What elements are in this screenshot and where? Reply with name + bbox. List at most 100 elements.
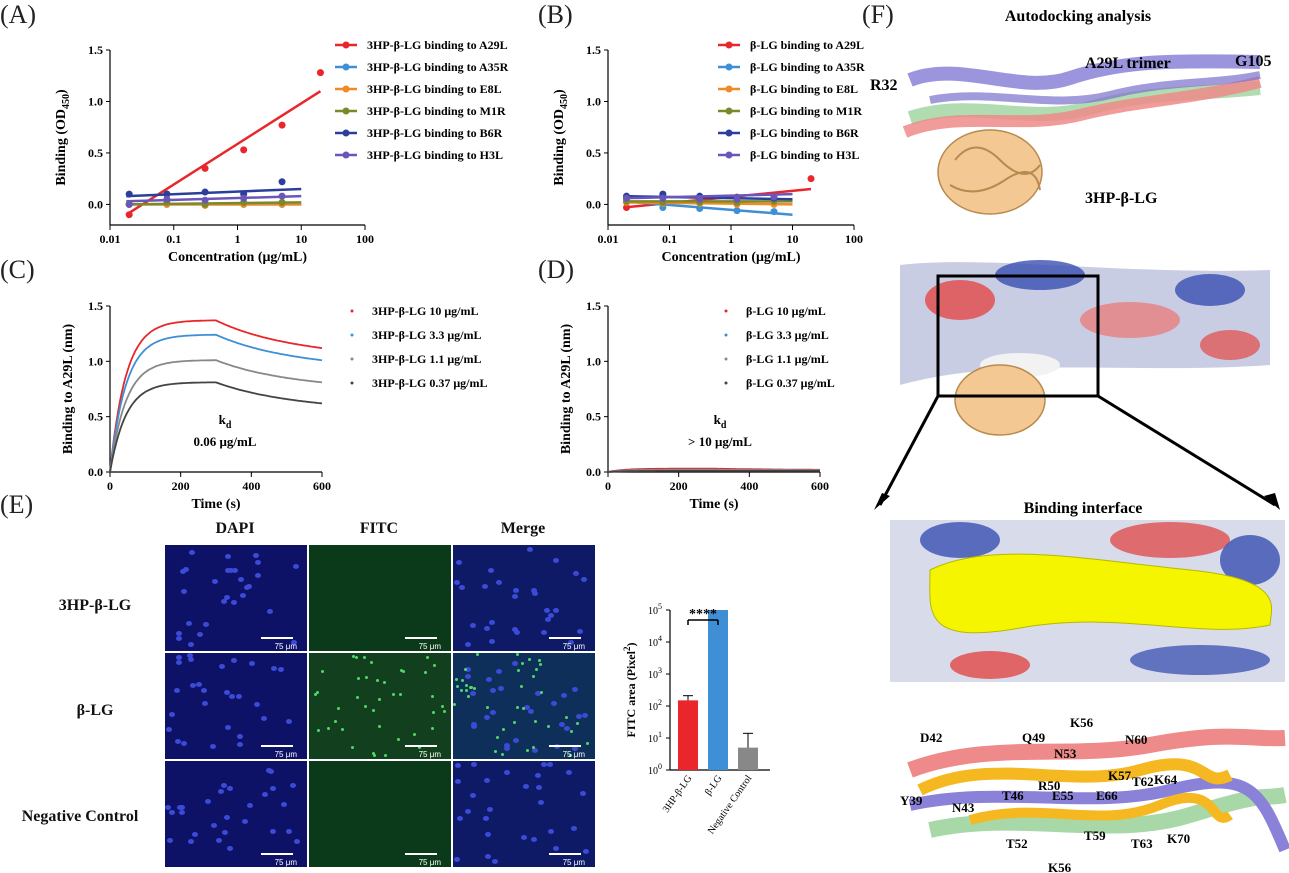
nucleus-dot (166, 727, 173, 733)
data-point (125, 200, 133, 208)
nucleus-dot (218, 788, 225, 794)
data-point (316, 69, 324, 77)
data-point (125, 211, 133, 219)
data-point (770, 193, 778, 201)
fitc-signal-dot (399, 692, 403, 696)
fitc-signal-dot (326, 727, 330, 731)
scale-bar-label: 75 μm (274, 858, 297, 867)
fitc-signal-dot (516, 668, 520, 672)
y-axis-title-end: ) (624, 643, 638, 647)
x-tick-label: 10 (295, 232, 307, 246)
nucleus-dot (470, 762, 477, 768)
legend-marker (342, 107, 350, 115)
y-tick-base: 10 (648, 734, 658, 745)
micrograph-negative-control-fitc: 75 μm (309, 761, 451, 867)
nucleus-dot (216, 838, 223, 844)
nucleus-dot (261, 715, 268, 721)
y-tick-label: 1.5 (88, 43, 103, 57)
nucleus-dot (212, 579, 219, 585)
fitc-signal-dot (468, 686, 472, 690)
nucleus-dot (469, 691, 476, 697)
fitc-signal-dot (426, 655, 430, 659)
x-tick-label: 0.01 (598, 232, 619, 246)
fitc-signal-dot (391, 693, 395, 697)
nucleus-dot (222, 829, 229, 835)
nucleus-dot (225, 553, 232, 559)
legend-label: β-LG binding to A29L (750, 38, 864, 52)
nucleus-dot (223, 689, 230, 695)
y-tick-base: 10 (648, 606, 658, 617)
fitc-signal-dot (399, 668, 403, 672)
nucleus-dot (173, 687, 180, 693)
fitc-signal-dot (354, 655, 358, 659)
micrograph--lg-dapi: 75 μm (165, 653, 307, 759)
zoom-arrow-right (1097, 394, 1276, 507)
kd-symbol-sub: d (226, 420, 232, 431)
nucleus-dot (514, 630, 521, 636)
data-point (733, 195, 741, 203)
y-axis-title: Binding (OD450) (552, 89, 570, 186)
nucleus-dot (253, 552, 260, 558)
legend-marker (342, 151, 350, 159)
fitc-signal-dot (373, 754, 377, 758)
nucleus-dot (454, 763, 461, 769)
legend-label: 3HP-β-LG 10 μg/mL (372, 304, 478, 318)
nucleus-dot (189, 682, 196, 688)
nucleus-dot (522, 784, 529, 790)
right-residue-label: G105 (1235, 53, 1271, 70)
micrograph-negative-control-dapi: 75 μm (165, 761, 307, 867)
nucleus-dot (167, 838, 174, 844)
y-tick-exp: 0 (658, 762, 662, 771)
fitc-signal-dot (320, 669, 324, 673)
nucleus-dot (226, 845, 233, 851)
legend-label: β-LG binding to B6R (750, 126, 859, 140)
scale-bar-label: 75 μm (418, 858, 441, 867)
scale-bar-label: 75 μm (418, 750, 441, 759)
x-tick-label: 0 (605, 479, 611, 493)
legend-marker (725, 85, 733, 93)
fit-line (126, 194, 302, 203)
fitc-signal-dot (375, 678, 379, 682)
fitc-signal-dot (464, 667, 468, 671)
nucleus-dot (464, 666, 471, 672)
nucleus-dot (571, 745, 578, 751)
fitc-signal-dot (496, 736, 500, 740)
kd-symbol: kd (714, 412, 727, 431)
nucleus-dot (175, 739, 182, 745)
legend-label: 3HP-β-LG 3.3 μg/mL (372, 328, 481, 342)
y-tick-label: 0.5 (88, 146, 103, 160)
x-tick-label: 400 (740, 479, 758, 493)
panel-label-f: (F) (862, 0, 894, 29)
scale-bar-label: 75 μm (562, 750, 585, 759)
nucleus-dot (486, 807, 493, 813)
scale-bar-label: 75 μm (562, 858, 585, 867)
nucleus-dot (483, 714, 490, 720)
fitc-signal-dot (431, 695, 435, 699)
panel-label-d: (D) (538, 255, 575, 284)
zoom-arrowhead-right (1264, 493, 1280, 510)
fitc-signal-dot (547, 725, 551, 729)
legend-marker (350, 333, 354, 337)
y-tick-label: 0.5 (586, 410, 601, 424)
data-point (659, 194, 667, 202)
nucleus-dot (520, 835, 527, 841)
fitc-signal-dot (356, 676, 360, 680)
fitc-signal-dot (533, 720, 537, 724)
legend-marker (725, 151, 733, 159)
panel-label-c: (C) (0, 255, 35, 284)
residue-label: D42 (920, 730, 942, 745)
fitc-signal-dot (362, 656, 366, 660)
nucleus-dot (224, 567, 231, 573)
fitc-signal-dot (500, 752, 504, 756)
residue-ribbon-view (907, 728, 1289, 853)
legend-label: 3HP-β-LG binding to M1R (367, 104, 506, 118)
structure-title: Autodocking analysis (1005, 8, 1151, 25)
category-label: 3HP-β-LG (661, 773, 695, 814)
nucleus-dot (238, 577, 245, 583)
scale-bar (405, 637, 437, 639)
fitc-signal-dot (334, 720, 338, 724)
y-tick-label: 1.0 (586, 354, 601, 368)
y-tick-exp: 3 (658, 666, 662, 675)
scale-bar (261, 853, 293, 855)
nucleus-dot (269, 786, 276, 792)
